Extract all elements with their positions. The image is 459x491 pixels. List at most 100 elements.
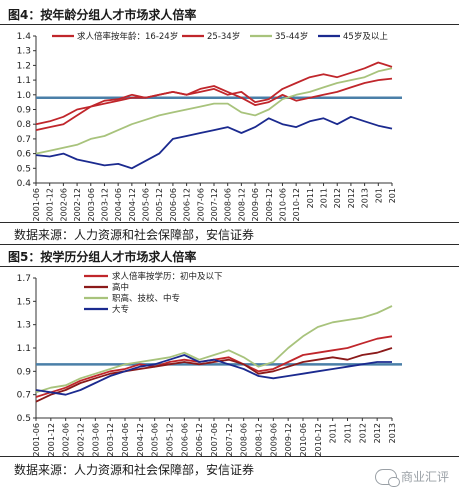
series-line-4 — [35, 354, 392, 396]
x-tick-label: 2004-06 — [121, 423, 130, 456]
x-tick-label: 2012 — [358, 423, 367, 443]
y-tick-label: 1.3 — [17, 47, 31, 57]
legend-label: 45岁及以上 — [343, 31, 388, 42]
series-line-1 — [35, 335, 393, 398]
figure-5-bottom-rule — [0, 456, 459, 457]
x-tick-label: 2011 — [329, 423, 338, 443]
legend-label: 职高、技校、中专 — [112, 293, 180, 304]
x-tick-label: 201 — [374, 188, 383, 203]
x-tick-label: 2007-06 — [210, 423, 219, 456]
y-tick-label: 0.7 — [17, 135, 31, 145]
y-tick-label: 0.9 — [17, 106, 32, 116]
x-tick-label: 2005-12 — [166, 423, 175, 456]
y-tick-label: 0.9 — [17, 367, 32, 377]
y-tick-label: 0.5 — [17, 164, 31, 174]
figure-4-chart: 0.4 0.5 0.6 0.7 0.8 0.9 1.0 1.1 1.2 1.3 1.4 2001-06… — [17, 31, 402, 221]
x-tick-label: 2011 — [306, 188, 315, 208]
x-tick-label: 2010-12 — [314, 423, 323, 456]
x-tick-label: 2008-06 — [224, 188, 233, 221]
y-tick-label: 1.4 — [17, 32, 32, 42]
y-tick-label: 1.1 — [17, 344, 31, 354]
x-tick-label: 2010-06 — [299, 423, 308, 456]
legend-label: 求人倍率按学历：初中及以下 — [112, 271, 223, 282]
x-tick-label: 2003-06 — [91, 423, 100, 456]
x-tick-label: 2008-06 — [240, 423, 249, 456]
y-tick-label: 1.0 — [17, 91, 32, 101]
series-line-2 — [35, 77, 393, 131]
legend-label: 25-34岁 — [207, 31, 240, 42]
wechat-icon — [374, 468, 400, 487]
x-tick-label: 2006-06 — [180, 423, 189, 456]
x-tick-label: 2013 — [388, 423, 397, 443]
series-line-2 — [35, 347, 393, 403]
x-tick-label: 2004-12 — [128, 188, 137, 221]
x-tick-label: 2007-06 — [196, 188, 205, 221]
x-tick-label: 2002-06 — [59, 188, 68, 221]
x-tick-label: 2008-12 — [237, 188, 246, 221]
figure-5-title: 图5：按学历分组人才市场求人倍率 — [8, 250, 197, 264]
x-tick-label: 2006-06 — [169, 188, 178, 221]
x-tick-label: 2009-12 — [284, 423, 293, 456]
y-tick-label: 1.3 — [17, 321, 31, 331]
figure-4-source: 数据来源：人力资源和社会保障部，安信证券 — [14, 228, 255, 242]
y-tick-label: 0.6 — [17, 150, 32, 160]
series-line-4 — [35, 115, 393, 170]
x-tick-label: 2001-12 — [47, 423, 56, 456]
watermark-text: 商业汇评 — [400, 470, 449, 484]
x-tick-label: 2003-12 — [100, 188, 109, 221]
y-tick-label: 1.5 — [17, 297, 31, 307]
x-tick-label: 2006-12 — [183, 188, 192, 221]
x-tick-label: 2013 — [361, 188, 370, 208]
x-tick-label: 201 — [388, 188, 397, 203]
legend-label: 大专 — [112, 304, 129, 315]
x-tick-label: 2003-06 — [87, 188, 96, 221]
y-tick-label: 0.5 — [17, 414, 31, 424]
x-tick-label: 2005-06 — [142, 188, 151, 221]
x-tick-label: 2004-06 — [114, 188, 123, 221]
x-tick-label: 2012 — [333, 188, 342, 208]
x-tick-label: 2007-12 — [225, 423, 234, 456]
y-tick-label: 0.7 — [17, 391, 31, 401]
watermark: 商业汇评 — [374, 468, 449, 487]
figure-5-source: 数据来源：人力资源和社会保障部，安信证券 — [14, 463, 255, 477]
x-tick-label: 2011 — [344, 423, 353, 443]
figure-4-panel: 图4：按年龄分组人才市场求人倍率 0.4 0.5 0.6 0.7 0.8 0.9 1.0 1.… — [0, 0, 459, 242]
figure-4-top-rule — [0, 24, 459, 25]
y-tick-label: 1.1 — [17, 76, 31, 86]
x-tick-label: 2011 — [320, 188, 329, 208]
figure-5-top-rule — [0, 244, 459, 245]
series-line-3 — [35, 305, 393, 394]
figure-5-panel: 图5：按学历分组人才市场求人倍率 0.5 0.7 0.9 1.1 1.3 1.5 1.7 20… — [0, 244, 459, 491]
figure-5-title-rule — [0, 266, 459, 267]
x-tick-label: 2008-12 — [255, 423, 264, 456]
x-tick-label: 2001-12 — [46, 188, 55, 221]
y-tick-label: 1.7 — [17, 274, 31, 284]
figure-5-chart: 0.5 0.7 0.9 1.1 1.3 1.5 1.7 2001-06 2001-12 2002-… — [17, 271, 402, 456]
x-tick-label: 2003-12 — [106, 423, 115, 456]
x-tick-label: 2002-12 — [73, 188, 82, 221]
y-tick-label: 0.8 — [17, 120, 32, 130]
x-tick-label: 2007-12 — [210, 188, 219, 221]
x-tick-label: 2005-12 — [155, 188, 164, 221]
x-tick-label: 2005-06 — [151, 423, 160, 456]
x-tick-label: 2004-12 — [136, 423, 145, 456]
figure-4-title: 图4：按年龄分组人才市场求人倍率 — [8, 8, 197, 22]
legend-label: 35-44岁 — [275, 31, 308, 42]
figure-4-bottom-rule — [0, 222, 459, 223]
x-tick-label: 2002-12 — [77, 423, 86, 456]
x-tick-label: 2010-06 — [278, 188, 287, 221]
series-line-1 — [35, 61, 393, 126]
x-tick-label: 2009-06 — [251, 188, 260, 221]
x-tick-label: 2006-12 — [195, 423, 204, 456]
x-tick-label: 2001-06 — [32, 423, 41, 456]
x-tick-label: 2009-12 — [265, 188, 274, 221]
legend-label: 高中 — [112, 282, 129, 293]
x-tick-label: 2012 — [373, 423, 382, 443]
y-tick-label: 1.2 — [17, 61, 31, 71]
x-tick-label: 2010-12 — [292, 188, 301, 221]
y-tick-label: 0.4 — [17, 179, 32, 189]
series-line-3 — [35, 67, 393, 155]
x-tick-label: 2009-06 — [269, 423, 278, 456]
legend-label: 求人倍率按年龄：16-24岁 — [77, 31, 178, 42]
x-tick-label: 2002-06 — [62, 423, 71, 456]
